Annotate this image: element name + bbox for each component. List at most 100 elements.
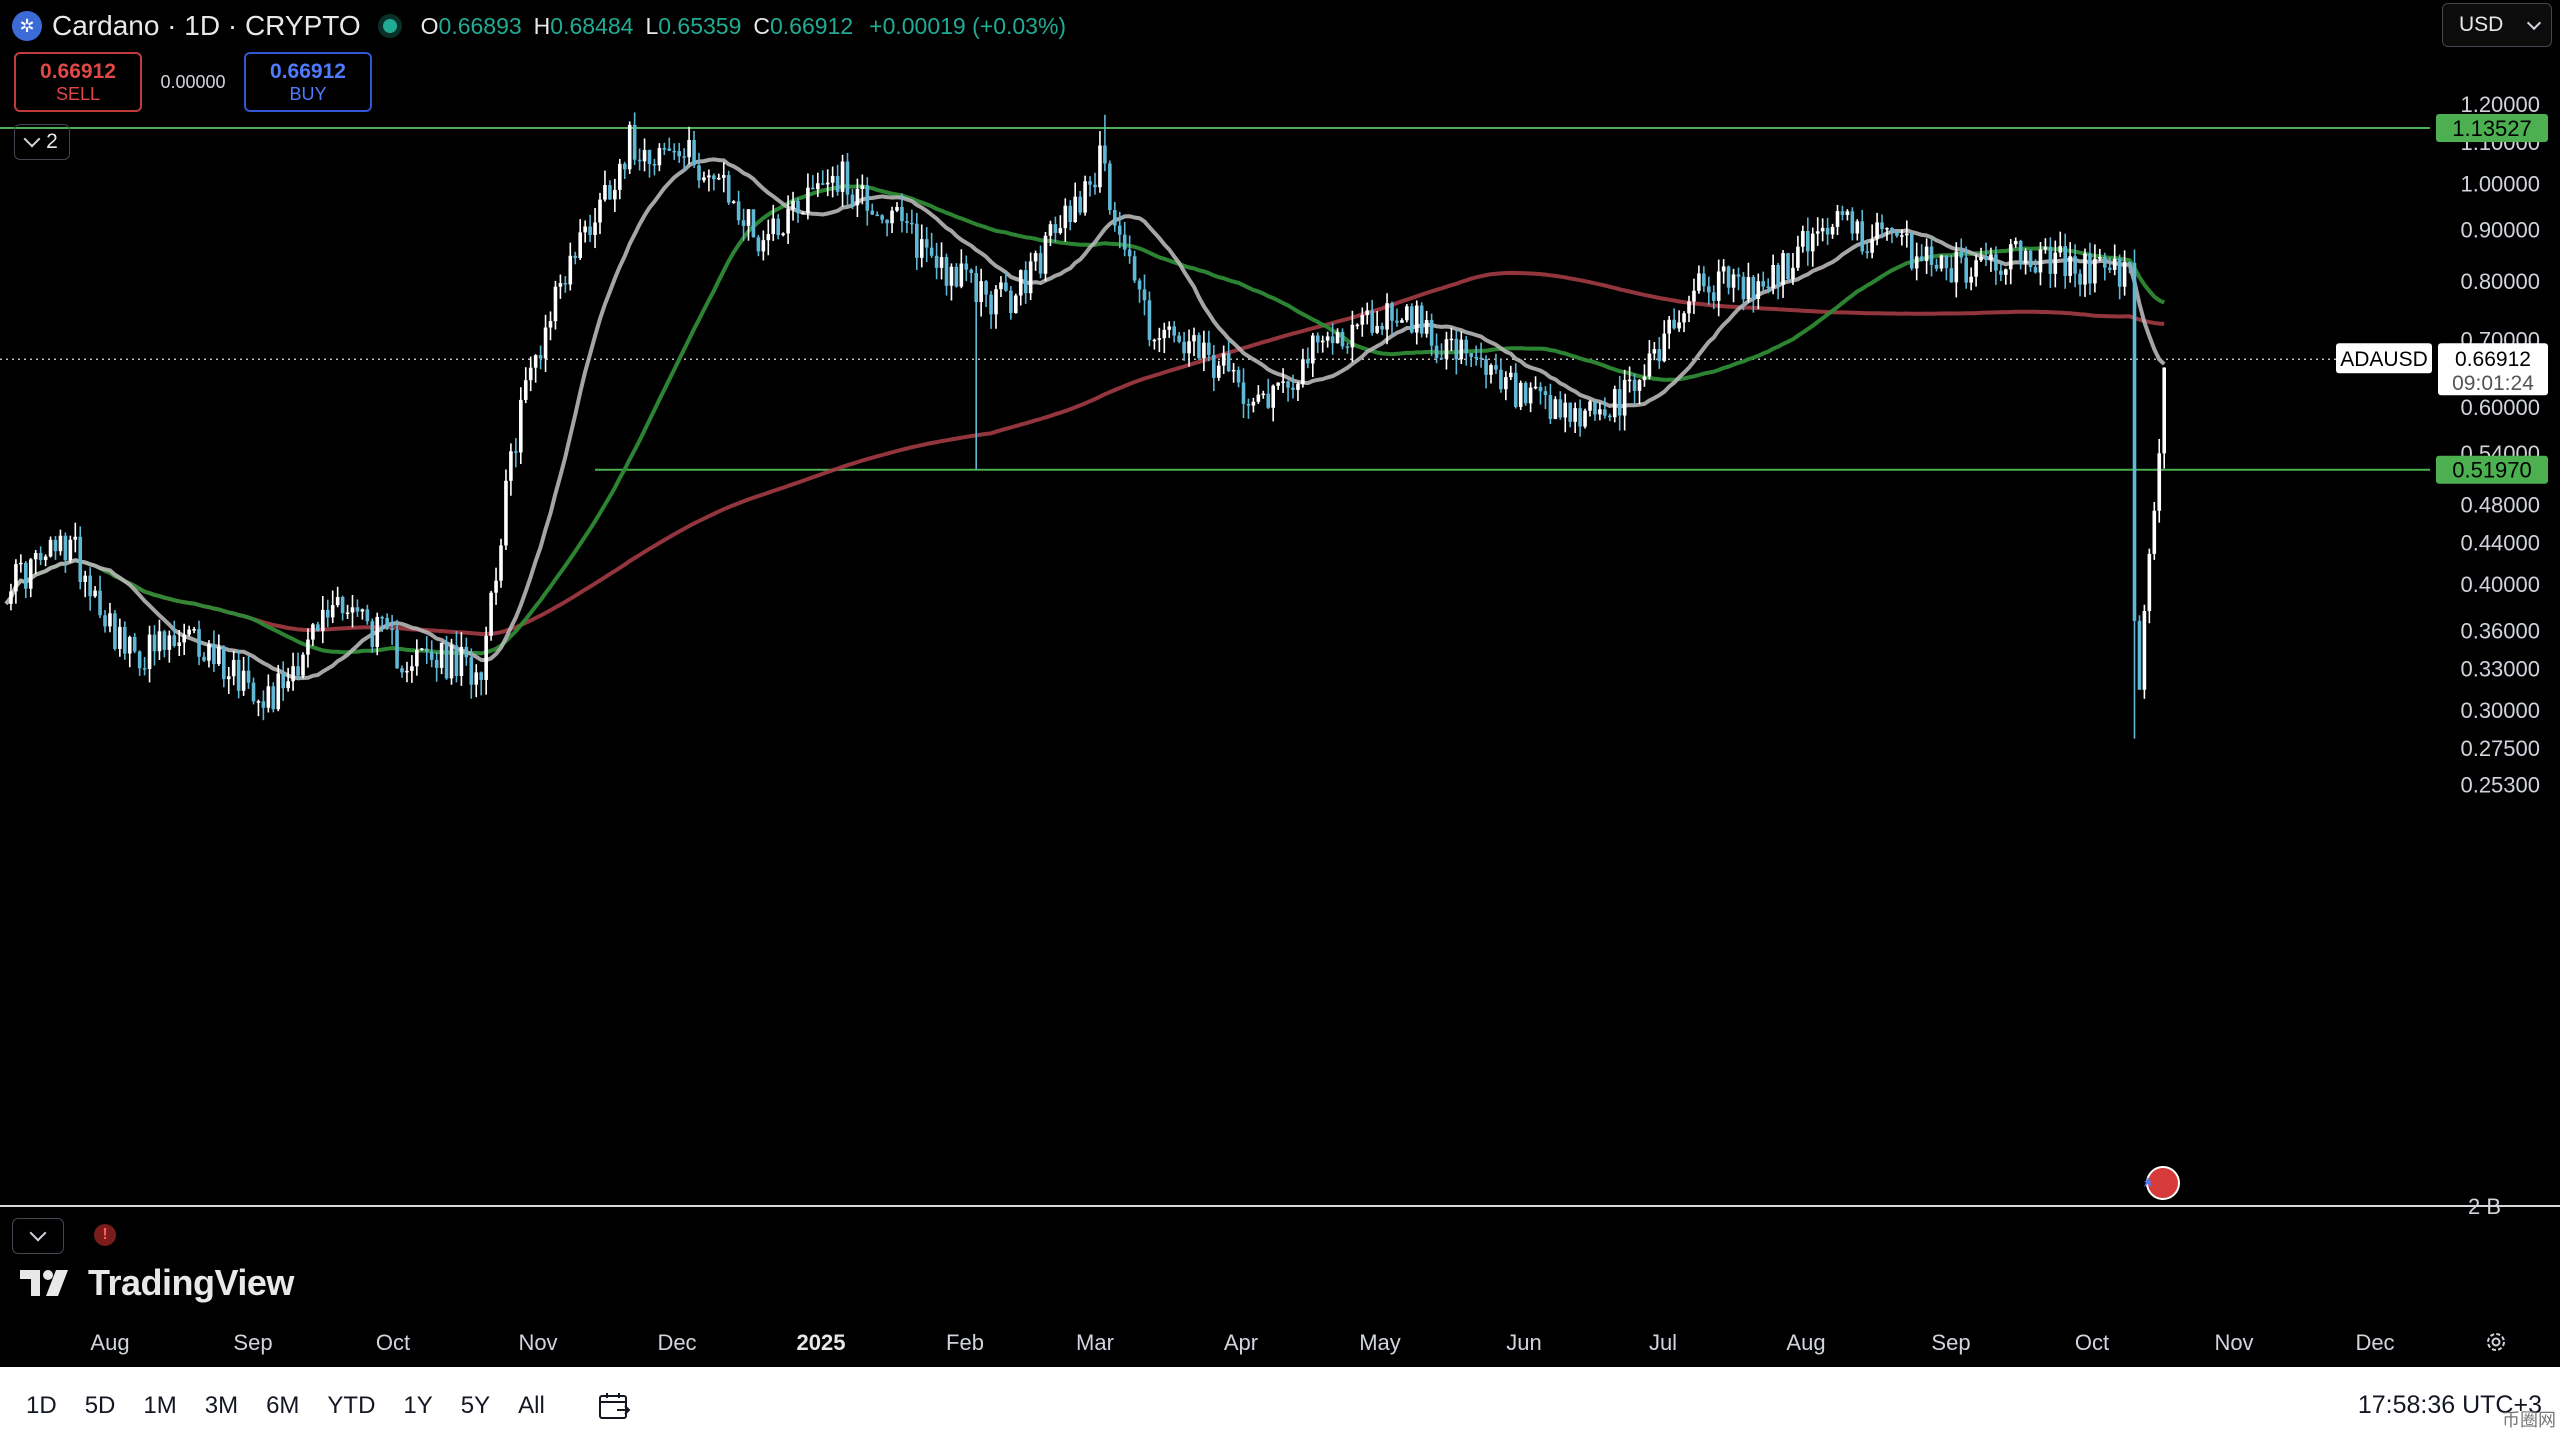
open-key: O (420, 12, 439, 39)
ma-mid-line (4, 184, 2166, 656)
range-5y-button[interactable]: 5Y (460, 1391, 491, 1419)
price-tick: 0.33000 (2460, 656, 2540, 681)
month-label: May (1359, 1330, 1401, 1355)
candle-body (1226, 353, 1231, 372)
candle-body (53, 539, 58, 552)
candle-body (1251, 401, 1256, 406)
candle-body (1350, 324, 1355, 348)
range-1d-button[interactable]: 1D (26, 1391, 57, 1419)
month-label: Feb (946, 1330, 984, 1355)
chart-clock[interactable]: 17:58:36 UTC+3 (2357, 1391, 2542, 1419)
candle-body (1865, 251, 1869, 253)
candle-body (707, 175, 711, 178)
candle-body (434, 659, 439, 668)
candle-body (1934, 264, 1939, 269)
candle-body (1682, 313, 1686, 323)
range-5d-button[interactable]: 5D (84, 1391, 116, 1419)
high-value: 0.68484 (550, 12, 634, 39)
candle-body (1707, 286, 1711, 293)
candle-body (321, 609, 325, 631)
candle-body (2147, 553, 2152, 612)
range-6m-button[interactable]: 6M (266, 1391, 300, 1419)
alert-icon[interactable]: ! (94, 1224, 116, 1246)
candle-body (1320, 340, 1325, 343)
range-all-button[interactable]: All (518, 1391, 545, 1419)
range-1y-button[interactable]: 1Y (403, 1391, 433, 1419)
candle-body (330, 605, 335, 618)
candle-body (2073, 256, 2077, 274)
pane-collapse-button[interactable] (12, 1218, 64, 1254)
candle-body (1825, 227, 1830, 235)
candle-body (1642, 376, 1647, 381)
currency-select[interactable]: USD (2442, 3, 2552, 47)
candle-body (588, 226, 592, 235)
candle-body (1256, 394, 1261, 402)
candle-body (266, 686, 271, 708)
ma-slow-line (4, 270, 2165, 636)
candle-body (890, 210, 894, 224)
tradingview-logo[interactable]: TradingView (20, 1262, 294, 1304)
candle-body (9, 591, 13, 604)
candle-body (1989, 254, 1993, 260)
candle-body (1048, 224, 1053, 236)
sell-button[interactable]: 0.66912 SELL (14, 52, 142, 112)
candle-body (2004, 269, 2008, 275)
price-chart[interactable]: 1.400001.200001.100001.000000.900000.800… (0, 0, 2560, 1367)
candle-body (1162, 329, 1167, 339)
candle-body (538, 355, 543, 359)
candle-body (469, 657, 474, 685)
candle-body (261, 701, 266, 708)
range-3m-button[interactable]: 3M (204, 1391, 239, 1419)
market-status-icon[interactable] (382, 19, 397, 33)
candle-body (1439, 357, 1444, 360)
currency-value: USD (2459, 13, 2504, 36)
pane-separator[interactable] (0, 1205, 2560, 1207)
candle-body (781, 233, 785, 236)
candle-body (281, 673, 285, 689)
settings-gear-icon[interactable] (2484, 1330, 2508, 1354)
candle-body (939, 257, 944, 268)
candle-body (162, 631, 167, 650)
candle-body (1533, 386, 1538, 389)
price-tick: 0.36000 (2460, 618, 2540, 643)
candle-body (187, 629, 191, 635)
symbol-tag: ADAUSD (2340, 348, 2428, 371)
indicators-collapse-button[interactable]: 2 (14, 124, 70, 160)
month-label: Sep (233, 1330, 273, 1355)
candle-body (1924, 246, 1929, 261)
candle-body (509, 451, 513, 481)
candle-body (19, 562, 23, 565)
candle-body (1494, 365, 1498, 370)
candle-body (2112, 258, 2117, 270)
range-ytd-button[interactable]: YTD (327, 1391, 376, 1419)
candle-body (2023, 250, 2028, 264)
candle-body (880, 215, 884, 220)
low-key: L (645, 12, 659, 39)
candle-body (207, 644, 211, 661)
range-1m-button[interactable]: 1M (143, 1391, 177, 1419)
candle-body (682, 156, 686, 158)
candle-body (1558, 399, 1563, 418)
candle-body (885, 219, 889, 224)
symbol-title[interactable]: Cardano · 1D · CRYPTO (52, 10, 361, 41)
price-tick: 0.60000 (2460, 395, 2540, 420)
candle-body (825, 182, 830, 185)
candle-body (1068, 205, 1073, 223)
volume-scale-label: 2 B (2468, 1194, 2502, 1219)
calendar-goto-icon[interactable] (598, 1392, 631, 1420)
buy-button[interactable]: 0.66912 BUY (244, 52, 372, 112)
candle-body (1325, 336, 1330, 341)
candle-body (850, 194, 855, 206)
candle-body (1137, 280, 1142, 290)
candle-body (256, 701, 261, 703)
candle-body (632, 124, 637, 160)
candle-body (1241, 382, 1246, 404)
candle-body (618, 163, 622, 190)
candle-body (132, 636, 137, 652)
candle-body (345, 612, 350, 615)
candle-body (1885, 227, 1889, 230)
candle-body (236, 659, 241, 691)
candle-body (142, 668, 147, 670)
candle-body (1583, 410, 1587, 427)
candle-body (1281, 381, 1285, 383)
